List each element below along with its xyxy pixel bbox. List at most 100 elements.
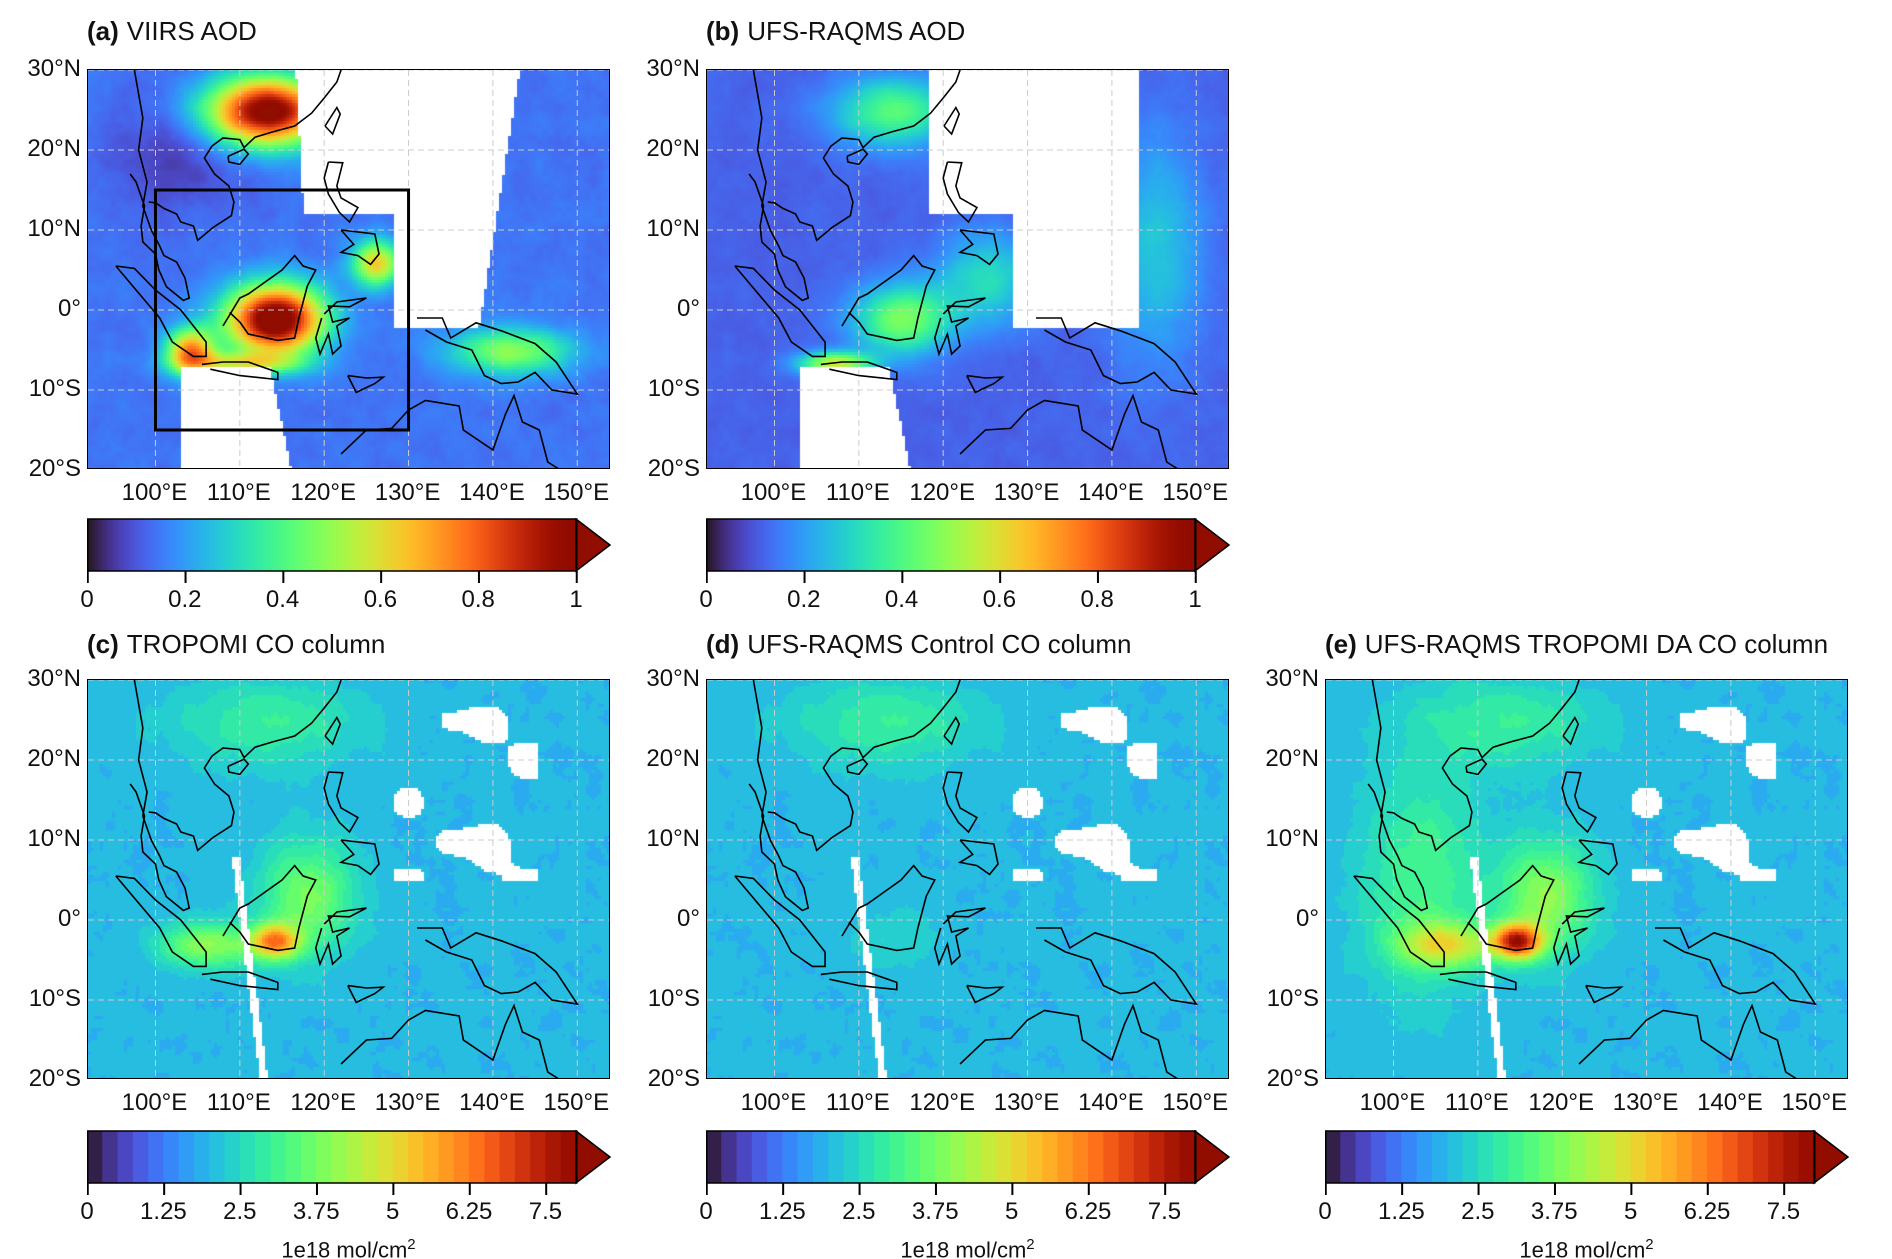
coastline [767,70,961,242]
panel-letter: (e) [1325,629,1357,659]
colorbar-bin [1164,1131,1181,1183]
panel-letter: (d) [706,629,740,659]
lat-tick-label: 20°S [647,1065,700,1092]
panel-title: (e) UFS-RAQMS TROPOMI DA CO column [1325,629,1828,660]
lon-tick-label: 140°E [459,479,525,506]
coastline [324,106,342,136]
coastline [323,161,360,224]
colorbar-tick-label: 7.5 [1766,1198,1801,1225]
coastline [846,758,869,776]
colorbar-bin [545,1131,562,1183]
colorbar-bin [1707,1131,1723,1183]
colorbar-bin [1103,1131,1120,1183]
colorbar-bin [239,1131,256,1183]
colorbar-tick-label: 0.6 [363,586,398,613]
colorbar-bin [828,1131,845,1183]
coastline [1439,971,1517,991]
colorbar-tick-label: 5 [1004,1198,1019,1225]
colorbar-bin [1370,1131,1387,1183]
map-overlay-c [88,680,609,1078]
colorbar-tick-label: 6.25 [1064,1198,1112,1225]
colorbar-bin [1462,1131,1479,1183]
region-box [153,188,411,432]
lon-tick-label: 100°E [121,479,188,506]
colorbar-bin [1401,1131,1418,1183]
lat-tick-label: 20°S [28,455,81,482]
coastline [227,148,250,166]
lon-tick-label: 100°E [740,479,807,506]
coastline [966,374,1005,394]
colorbar-bin [1661,1131,1677,1183]
colorbar-bin [1600,1131,1616,1183]
coastline [129,680,191,912]
colorbar-bin [285,1131,302,1183]
lon-tick-label: 130°E [1612,1089,1679,1116]
heatmap-a [88,70,609,468]
colorbar-tick-label: 2.5 [1461,1198,1495,1225]
colorbar-bin [950,1131,967,1183]
colorbar-bin [1477,1131,1494,1183]
lon-tick-label: 150°E [543,1089,610,1116]
lat-tick-label: 10°N [27,215,81,242]
lon-tick-label: 100°E [740,1089,807,1116]
colorbar-bin [469,1131,485,1183]
colorbar-tick-label: 6.25 [1683,1198,1731,1225]
colorbar-bin [224,1131,241,1183]
colorbar-units: 1e18 mol/cm2 [1519,1236,1653,1259]
colorbar-tick-label: 5 [385,1198,400,1225]
units-superscript: 2 [407,1236,416,1253]
colorbar-bin [407,1131,424,1183]
colorbar-bin [423,1131,439,1183]
coastline [222,254,317,342]
map-overlay-b [707,70,1228,468]
lat-tick-label: 30°N [646,665,700,692]
lat-tick-label: 0° [58,905,81,932]
lat-tick-label: 10°S [28,985,81,1012]
coastline [734,875,826,968]
lon-tick-label: 100°E [121,1089,188,1116]
colorbar-bin [1752,1131,1769,1183]
coastline [314,907,367,967]
colorbar-tick-label: 5 [1623,1198,1638,1225]
coastline [959,393,1178,468]
colorbar-bin [148,1131,164,1183]
lat-tick-label: 20°N [27,745,81,772]
lon-tick-label: 130°E [374,1089,441,1116]
colorbar-extend-triangle [1194,518,1231,573]
colorbar-bin [560,1131,577,1183]
lat-tick-label: 10°S [1266,985,1319,1012]
lat-tick-label: 30°N [1265,665,1319,692]
units-text: 1e18 mol/cm [900,1237,1027,1259]
colorbar-tick-label: 0 [1318,1198,1332,1225]
coastline [338,839,380,876]
colorbar-bin [209,1131,226,1183]
colorbar-bin [1447,1131,1464,1183]
colorbar-tick-label: 0 [699,1198,713,1225]
colorbar-bin [1493,1131,1509,1183]
coastline [115,265,207,358]
lat-tick-label: 10°N [1265,825,1319,852]
coastline [1585,984,1624,1004]
colorbar-bin [1630,1131,1647,1183]
colorbar-bin [1088,1131,1104,1183]
colorbar-a [87,518,612,583]
colorbar-bin [1026,1131,1043,1183]
colorbar-units: 1e18 mol/cm2 [900,1236,1034,1259]
colorbar-bin [1783,1131,1800,1183]
colorbar-bin [1011,1131,1028,1183]
coastline [1386,680,1580,852]
colorbar-bin [889,1131,906,1183]
colorbar-tick-label: 7.5 [1147,1198,1182,1225]
coastline [748,680,810,912]
map-b [706,69,1229,469]
colorbar-tick-label: 7.5 [528,1198,563,1225]
coastline [943,106,961,136]
coastline [846,148,869,166]
coastline [201,361,279,381]
lat-tick-label: 10°N [646,215,700,242]
colorbar-bin [1431,1131,1448,1183]
map-c [87,679,610,1079]
colorbar-bin [1554,1131,1570,1183]
colorbar-bin [843,1131,860,1183]
colorbar-bin [1133,1131,1150,1183]
